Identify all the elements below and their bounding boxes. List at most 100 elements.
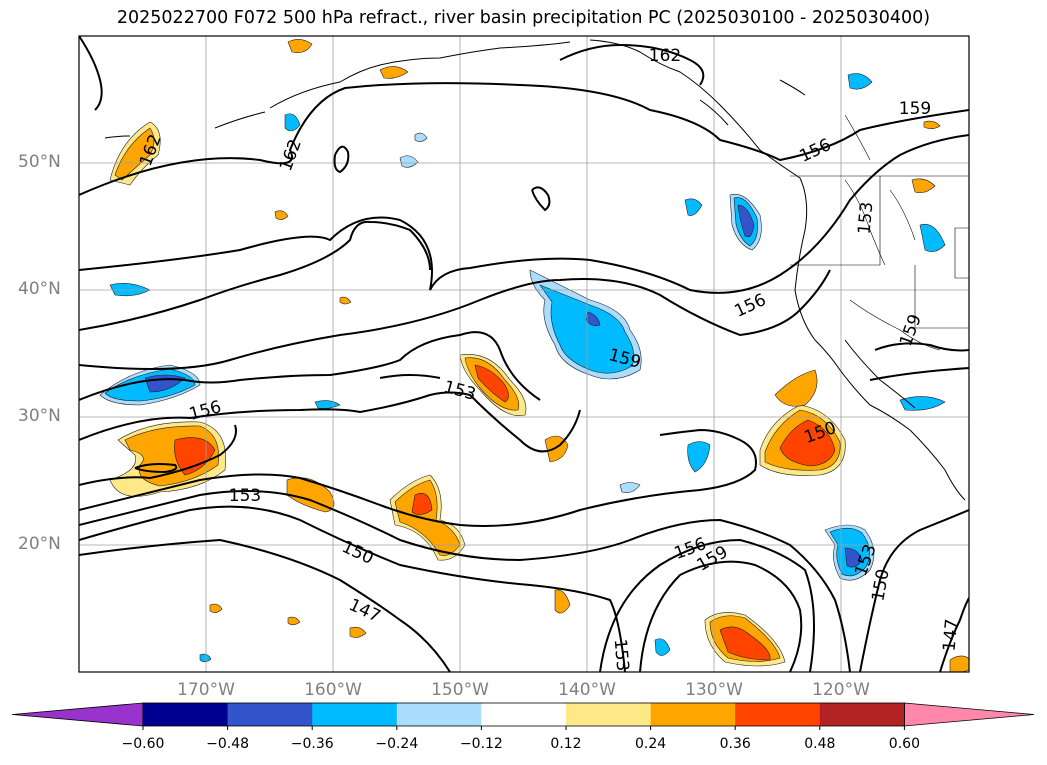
contour-line bbox=[79, 269, 831, 370]
contour-label: 153 bbox=[855, 201, 878, 235]
colorbar-segment bbox=[227, 703, 313, 726]
precip-blob bbox=[899, 396, 946, 411]
colorbar-tick-label: 0.36 bbox=[719, 736, 751, 752]
borders bbox=[790, 114, 969, 351]
contour-label: 159 bbox=[899, 99, 931, 119]
map-background bbox=[79, 36, 969, 672]
colorbar-segment bbox=[143, 703, 229, 726]
contour-line bbox=[599, 538, 815, 672]
contour-line bbox=[859, 509, 969, 672]
contour-line bbox=[939, 597, 969, 672]
contour-label: 162 bbox=[649, 46, 681, 66]
map-area: 162 1621621591561531591561561531591531501… bbox=[79, 36, 969, 672]
longitude-label: 170°W bbox=[177, 680, 235, 700]
contour-line bbox=[79, 428, 757, 527]
precip-blob bbox=[114, 127, 155, 181]
contour-line bbox=[379, 374, 441, 379]
contour-line bbox=[639, 560, 803, 672]
precip-blob bbox=[399, 155, 419, 168]
precip-blob bbox=[474, 364, 509, 403]
contour-line bbox=[79, 424, 237, 486]
longitude-label: 150°W bbox=[431, 680, 489, 700]
contour-label: 153 bbox=[610, 638, 633, 672]
contour-line bbox=[869, 367, 969, 381]
colorbar-tick-label: 0.24 bbox=[635, 736, 667, 752]
precip-blob bbox=[209, 603, 223, 613]
colorbar-segment bbox=[819, 703, 905, 726]
contour-label: 153 bbox=[229, 486, 261, 506]
precip-blob bbox=[687, 441, 711, 473]
longitude-label: 160°W bbox=[304, 680, 362, 700]
contour-line bbox=[79, 505, 626, 672]
contour-line bbox=[79, 538, 451, 672]
precip-blob bbox=[174, 437, 216, 476]
precip-blob bbox=[379, 66, 409, 79]
contour-line bbox=[79, 82, 969, 196]
precip-blob bbox=[911, 178, 936, 194]
precip-blob bbox=[779, 419, 836, 467]
latitude-label: 30°N bbox=[18, 406, 61, 426]
longitude-label: 130°W bbox=[685, 680, 743, 700]
precip-blob bbox=[719, 626, 771, 661]
precip-blob bbox=[414, 132, 428, 142]
colorbar-segment bbox=[650, 703, 736, 726]
precip-blob bbox=[949, 655, 969, 672]
contour-line bbox=[79, 134, 969, 294]
longitude-label: 140°W bbox=[558, 680, 616, 700]
colorbar-tick-label: 0.60 bbox=[888, 736, 920, 752]
contour-line bbox=[79, 331, 541, 401]
precip-negative-blobs bbox=[99, 73, 946, 663]
precip-blob bbox=[684, 198, 703, 216]
refractivity-contours bbox=[79, 36, 969, 672]
colorbar bbox=[11, 702, 1035, 730]
colorbar-segment bbox=[312, 703, 398, 726]
longitude-label: 120°W bbox=[812, 680, 870, 700]
colorbar-segment bbox=[481, 703, 567, 726]
map-title: 2025022700 F072 500 hPa refract., river … bbox=[116, 8, 931, 28]
colorbar-tick-label: 0.12 bbox=[550, 736, 582, 752]
latitude-label: 50°N bbox=[18, 152, 61, 172]
precip-blob bbox=[394, 479, 461, 556]
precip-blob bbox=[923, 120, 941, 130]
colorbar-tick-label: −0.24 bbox=[375, 736, 419, 752]
contour-line bbox=[531, 186, 551, 212]
precip-blob bbox=[737, 204, 755, 238]
colorbar-extend-low bbox=[11, 702, 144, 727]
colorbar-tick-label: −0.60 bbox=[121, 736, 165, 752]
precip-blob bbox=[585, 311, 601, 327]
colorbar-tick-label: 0.48 bbox=[804, 736, 836, 752]
contour-line bbox=[79, 220, 431, 331]
precip-blob bbox=[844, 547, 863, 568]
colorbar-segment bbox=[566, 703, 652, 726]
precip-blob bbox=[199, 653, 212, 663]
contour-line bbox=[79, 391, 581, 453]
precip-blob bbox=[619, 482, 641, 493]
precip-blob bbox=[411, 493, 433, 515]
precip-blob bbox=[554, 589, 571, 614]
colorbar-tick-label: −0.36 bbox=[290, 736, 334, 752]
precip-blob bbox=[287, 616, 301, 626]
precip-blob bbox=[284, 113, 301, 132]
contour-line bbox=[559, 43, 705, 86]
contour-line bbox=[79, 490, 851, 672]
precip-positive-blobs bbox=[109, 39, 969, 672]
colorbar-segment bbox=[396, 703, 482, 726]
precip-blob bbox=[919, 223, 946, 252]
precip-blob bbox=[274, 210, 289, 220]
precip-blob bbox=[774, 369, 818, 407]
contour-label: 147 bbox=[940, 618, 963, 652]
precip-blob bbox=[654, 638, 671, 656]
contour-line bbox=[79, 36, 103, 111]
colorbar-segment bbox=[735, 703, 821, 726]
precip-blob bbox=[349, 626, 367, 638]
map-frame bbox=[78, 35, 970, 673]
contour-line bbox=[333, 145, 350, 174]
precip-blob bbox=[287, 39, 313, 53]
latitude-label: 20°N bbox=[18, 534, 61, 554]
colorbar-extend-high bbox=[904, 702, 1035, 727]
contour-line bbox=[874, 342, 969, 352]
colorbar-tick-label: −0.12 bbox=[459, 736, 503, 752]
precip-blob bbox=[847, 73, 873, 90]
precip-blob bbox=[339, 296, 352, 305]
